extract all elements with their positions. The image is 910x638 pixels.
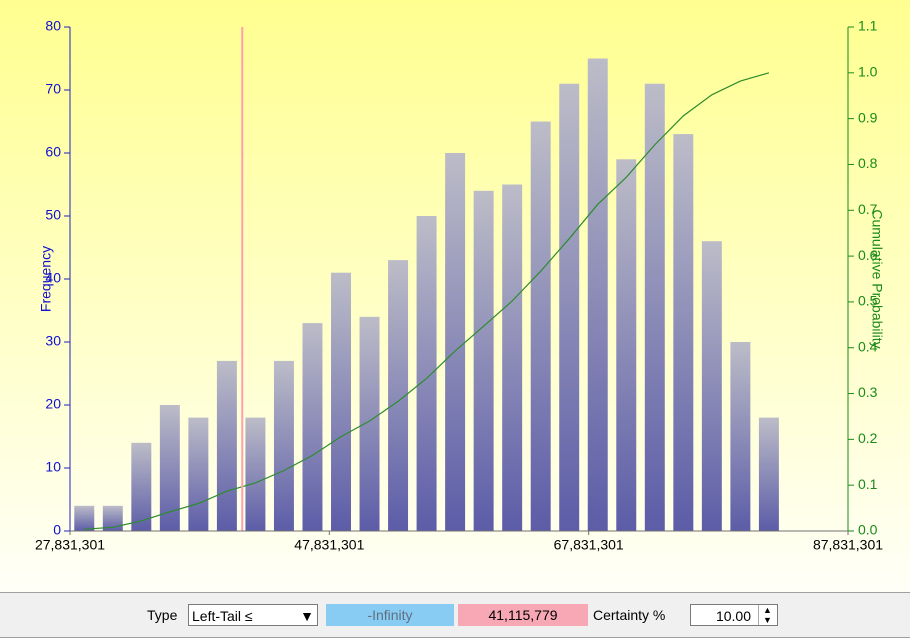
y-tick-label: 50	[45, 207, 61, 223]
cumulative-line	[84, 72, 770, 530]
bar	[245, 417, 266, 531]
y2-axis-label: Cumulative Probability	[869, 209, 885, 348]
bar	[302, 323, 323, 531]
y-tick-label: 80	[45, 18, 61, 34]
bar	[758, 417, 779, 531]
bar	[673, 134, 694, 531]
y2-tick-label: 1.0	[858, 64, 878, 80]
type-label: Type	[147, 607, 178, 623]
bar	[388, 260, 409, 531]
chart: Frequency Cumulative Probability 0 10 20 30…	[0, 0, 910, 592]
y2-tick-label: 0.5	[858, 293, 878, 309]
bar	[273, 360, 294, 531]
bar	[616, 159, 637, 532]
x-tick-label: 47,831,301	[294, 537, 364, 553]
certainty-label: Certainty %	[593, 607, 666, 623]
bar	[216, 360, 237, 531]
type-select[interactable]: Left-Tail ≤ ▼	[188, 604, 318, 626]
y-tick-label: 40	[45, 270, 61, 286]
y-tick-label: 60	[45, 144, 61, 160]
y-tick-label: 20	[45, 396, 61, 412]
bar	[359, 316, 380, 531]
bar	[587, 58, 608, 531]
bar	[131, 442, 152, 531]
y-tick-label: 0	[53, 522, 61, 538]
bar	[701, 241, 722, 531]
spinner[interactable]: ▲ ▼	[758, 605, 776, 625]
y2-tick-label: 0.6	[858, 247, 878, 263]
lower-bound[interactable]: -Infinity	[326, 604, 454, 626]
y2-tick-label: 0.3	[858, 384, 878, 400]
x-tick-label: 27,831,301	[35, 537, 105, 553]
type-value: Left-Tail ≤	[192, 608, 253, 624]
control-bar: Type Left-Tail ≤ ▼ -Infinity 41,115,779 C…	[0, 592, 910, 638]
bar	[644, 83, 665, 531]
y2-tick-label: 0.9	[858, 109, 878, 125]
bar	[559, 83, 580, 531]
bar	[416, 216, 437, 531]
y2-tick-label: 0.2	[858, 430, 878, 446]
bar	[530, 121, 551, 531]
y2-tick-label: 1.1	[858, 18, 878, 34]
y2-tick-label: 0.8	[858, 155, 878, 171]
y-axis-label: Frequency	[38, 246, 54, 312]
y-tick-label: 10	[45, 459, 61, 475]
bar	[473, 190, 494, 532]
bar	[159, 405, 180, 531]
y2-tick-label: 0.1	[858, 476, 878, 492]
bar	[502, 184, 523, 531]
y-tick-label: 30	[45, 333, 61, 349]
bar	[445, 153, 466, 531]
bar	[74, 505, 95, 531]
x-tick-label: 87,831,301	[813, 537, 883, 553]
y2-tick-label: 0.4	[858, 338, 878, 354]
x-tick-label: 67,831,301	[554, 537, 624, 553]
upper-bound[interactable]: 41,115,779	[458, 604, 588, 626]
y2-tick-label: 0.0	[858, 522, 878, 538]
y2-tick-label: 0.7	[858, 201, 878, 217]
y-tick-label: 70	[45, 81, 61, 97]
certainty-input[interactable]: 10.00	[690, 604, 778, 626]
bar	[730, 342, 751, 531]
bar	[331, 272, 351, 531]
bar	[102, 505, 123, 531]
dropdown-arrow: ▼	[300, 608, 314, 624]
bar	[188, 417, 209, 531]
